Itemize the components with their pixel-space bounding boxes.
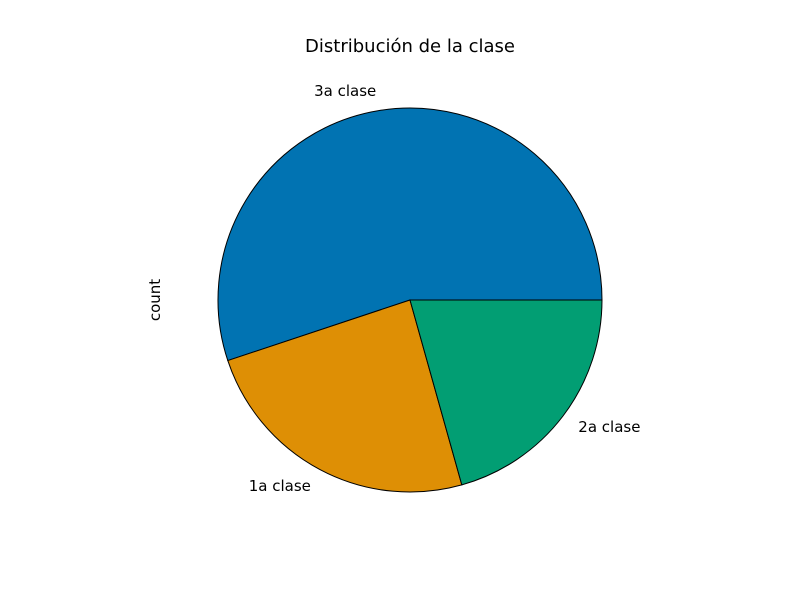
y-axis-label: count (146, 279, 164, 321)
pie-slices (217, 107, 603, 493)
pie-slice-2a-clase (409, 299, 603, 486)
pie-slice-3a-clase (217, 107, 603, 362)
chart-title: Distribución de la clase (305, 36, 515, 57)
pie-slice-1a-clase (227, 299, 463, 493)
pie-slice-label: 3a clase (314, 82, 376, 100)
pie-slice-label: 1a clase (249, 477, 311, 495)
pie-slice-label: 2a clase (578, 418, 640, 436)
pie-slice-labels: 3a clase 1a clase 2a clase (249, 82, 641, 495)
